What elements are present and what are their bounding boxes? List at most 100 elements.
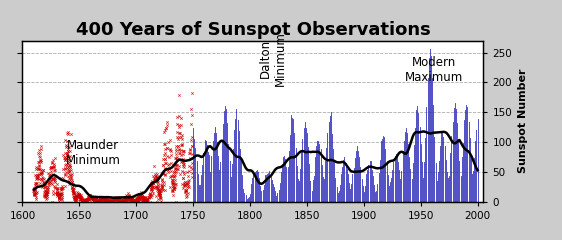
Point bbox=[70, 197, 79, 201]
Point bbox=[137, 196, 146, 200]
Point bbox=[134, 196, 143, 200]
Point bbox=[123, 198, 132, 201]
Point bbox=[126, 197, 135, 201]
Point bbox=[89, 196, 98, 200]
Point bbox=[101, 196, 110, 200]
Point bbox=[104, 199, 113, 203]
Point bbox=[82, 198, 91, 202]
Point bbox=[159, 171, 168, 175]
Point bbox=[87, 194, 96, 198]
Point bbox=[156, 189, 165, 193]
Point bbox=[171, 169, 180, 173]
Point bbox=[119, 199, 128, 203]
Point bbox=[127, 199, 136, 203]
Point bbox=[171, 166, 180, 170]
Point bbox=[133, 198, 142, 202]
Point bbox=[175, 135, 184, 139]
Point bbox=[40, 182, 49, 186]
Point bbox=[62, 166, 71, 170]
Point bbox=[30, 193, 39, 197]
Point bbox=[151, 185, 160, 188]
Point bbox=[106, 195, 115, 198]
Point bbox=[49, 162, 58, 166]
Point bbox=[174, 165, 183, 168]
Point bbox=[48, 177, 57, 181]
Point bbox=[125, 196, 134, 200]
Point bbox=[92, 199, 101, 203]
Point bbox=[148, 181, 157, 185]
Point bbox=[171, 179, 180, 182]
Point bbox=[75, 192, 84, 196]
Point bbox=[147, 189, 156, 193]
Point bbox=[117, 199, 126, 203]
Point bbox=[127, 198, 136, 201]
Point bbox=[137, 192, 146, 196]
Point bbox=[79, 198, 88, 202]
Point bbox=[88, 196, 97, 200]
Point bbox=[103, 199, 112, 203]
Point bbox=[174, 123, 183, 127]
Point bbox=[35, 164, 44, 168]
Point bbox=[68, 186, 77, 190]
Point bbox=[183, 179, 192, 183]
Point bbox=[40, 177, 49, 181]
Point bbox=[29, 190, 38, 193]
Point bbox=[72, 194, 81, 198]
Point bbox=[64, 156, 73, 160]
Point bbox=[166, 149, 175, 153]
Point bbox=[57, 191, 66, 195]
Point bbox=[124, 197, 133, 200]
Point bbox=[88, 194, 97, 198]
Point bbox=[175, 151, 184, 155]
Point bbox=[48, 200, 57, 204]
Point bbox=[132, 198, 140, 202]
Point bbox=[89, 198, 98, 202]
Point bbox=[117, 199, 126, 203]
Point bbox=[104, 199, 113, 203]
Point bbox=[133, 198, 142, 202]
Point bbox=[46, 165, 55, 169]
Point bbox=[55, 199, 64, 203]
Point bbox=[161, 157, 170, 161]
Point bbox=[30, 186, 39, 190]
Point bbox=[55, 195, 64, 199]
Point bbox=[151, 177, 160, 181]
Point bbox=[187, 91, 196, 95]
Point bbox=[123, 196, 132, 200]
Point bbox=[48, 192, 57, 196]
Point bbox=[152, 185, 161, 189]
Point bbox=[99, 198, 108, 202]
Point bbox=[101, 198, 110, 201]
Point bbox=[117, 199, 126, 203]
Point bbox=[54, 195, 63, 198]
Point bbox=[152, 185, 161, 189]
Point bbox=[39, 180, 48, 184]
Point bbox=[173, 168, 182, 171]
Point bbox=[112, 197, 121, 201]
Point bbox=[75, 195, 84, 199]
Point bbox=[124, 193, 133, 197]
Point bbox=[34, 174, 43, 178]
Point bbox=[105, 199, 114, 203]
Point bbox=[143, 197, 152, 201]
Point bbox=[72, 190, 81, 194]
Point bbox=[133, 197, 142, 201]
Point bbox=[187, 167, 196, 171]
Point bbox=[89, 197, 98, 200]
Point bbox=[142, 198, 151, 202]
Point bbox=[98, 196, 107, 200]
Point bbox=[153, 183, 162, 187]
Point bbox=[150, 186, 159, 190]
Point bbox=[37, 170, 46, 174]
Point bbox=[101, 197, 110, 201]
Point bbox=[165, 138, 174, 142]
Point bbox=[70, 191, 79, 195]
Point bbox=[138, 194, 147, 198]
Point bbox=[33, 191, 42, 194]
Point bbox=[77, 196, 86, 199]
Point bbox=[100, 197, 109, 201]
Point bbox=[49, 168, 58, 172]
Point bbox=[29, 191, 38, 195]
Point bbox=[35, 148, 44, 152]
Point bbox=[81, 199, 90, 203]
